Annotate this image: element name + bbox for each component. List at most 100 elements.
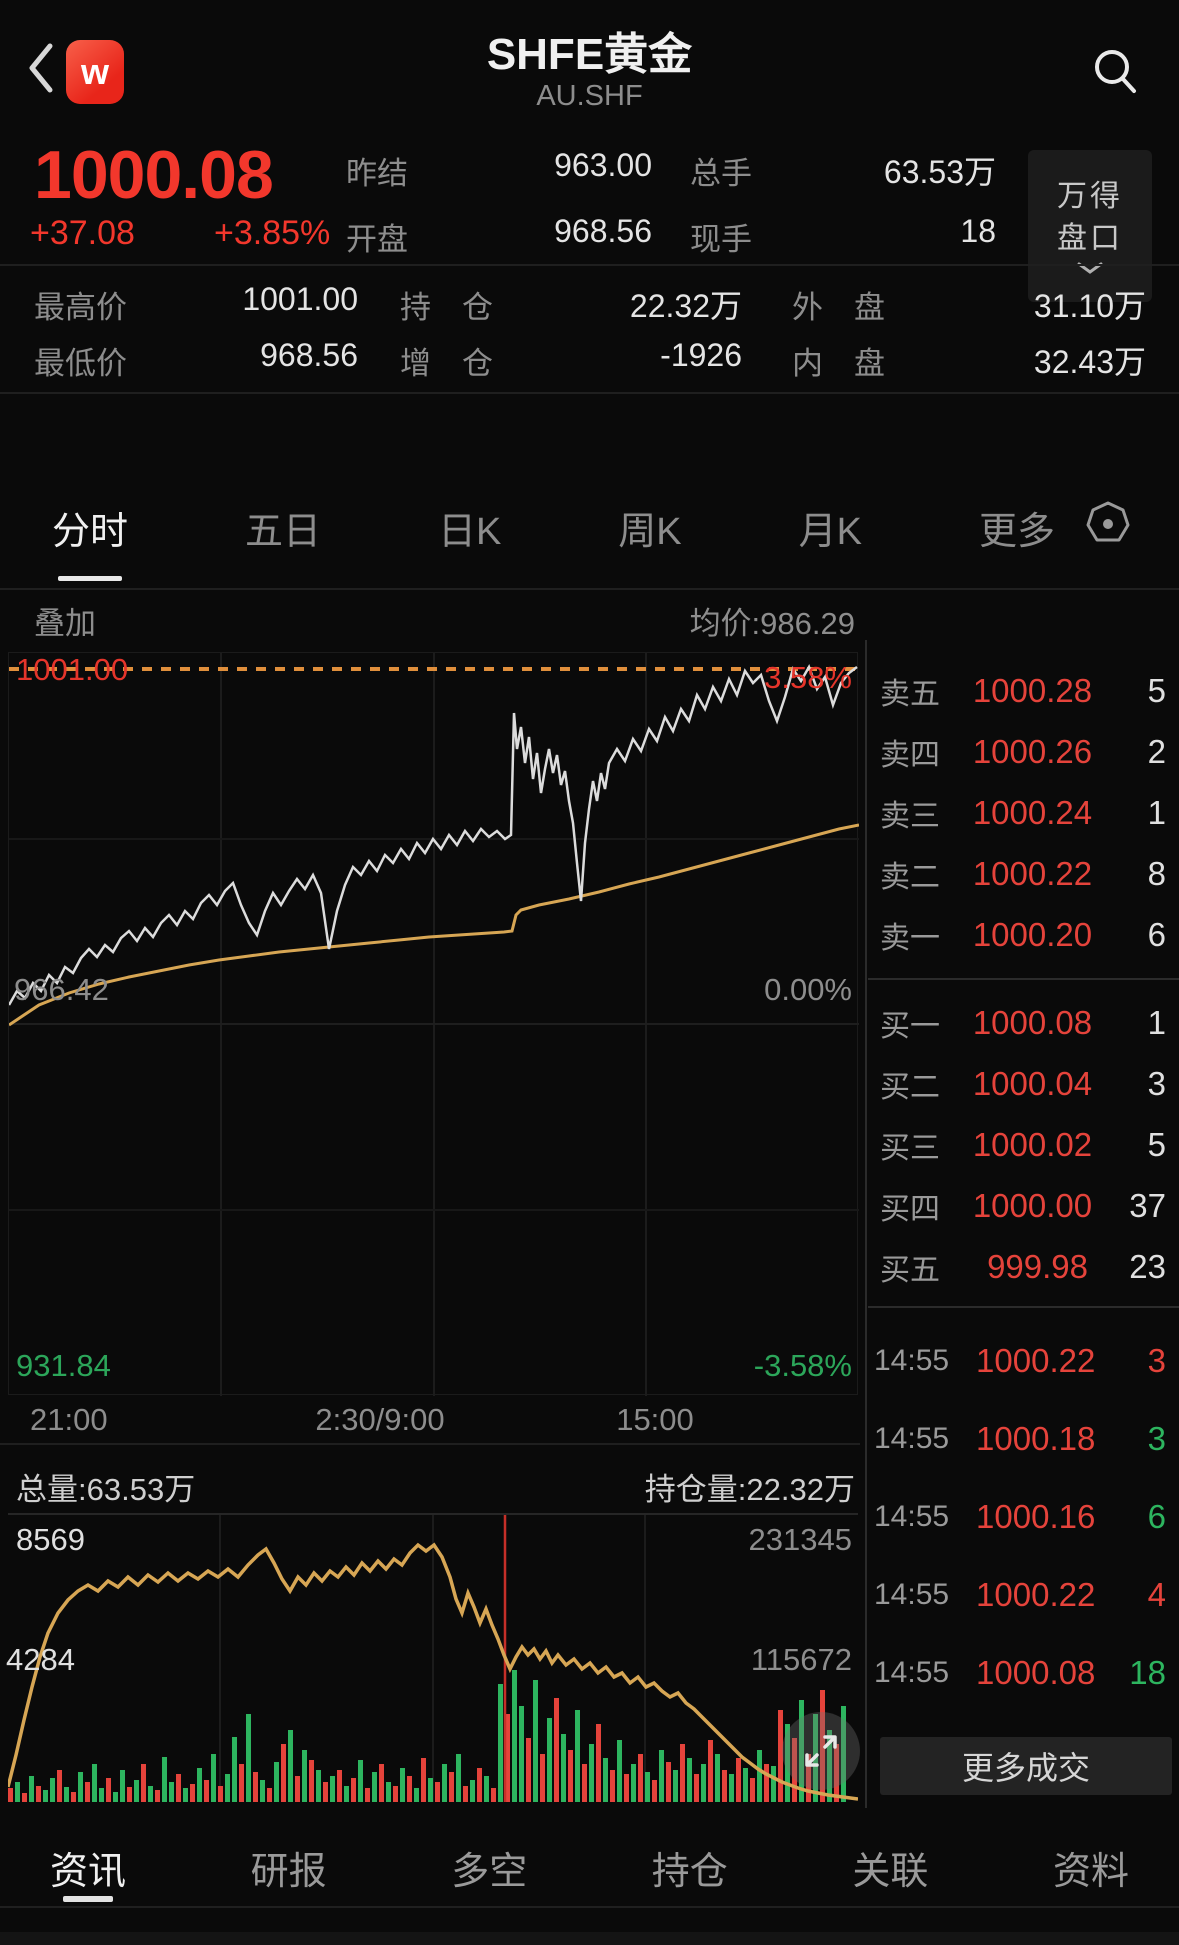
back-button[interactable] xyxy=(16,36,66,100)
tab-research[interactable]: 研报 xyxy=(250,1851,327,1893)
bid-row-2[interactable]: 买二 1000.04 3 xyxy=(880,1053,1166,1114)
divider xyxy=(0,588,1179,590)
price-change-pct: +3.85% xyxy=(214,214,331,252)
bid-row-3[interactable]: 买三 1000.02 5 xyxy=(880,1114,1166,1175)
bid-price: 1000.00 xyxy=(972,1186,1093,1224)
divider xyxy=(0,264,1179,266)
wind-logo-letter: w xyxy=(80,51,109,92)
bid-row-1[interactable]: 买一 1000.08 1 xyxy=(880,992,1166,1053)
divider xyxy=(0,392,1179,394)
search-button[interactable] xyxy=(1086,42,1144,100)
ask-row-2[interactable]: 卖二 1000.22 8 xyxy=(880,843,1166,904)
ask-row-4[interactable]: 卖四 1000.26 2 xyxy=(880,721,1166,782)
bid-level-label: 买五 xyxy=(880,1253,940,1287)
bid-volume: 37 xyxy=(1129,1186,1166,1224)
trade-row[interactable]: 14:55 1000.22 4 xyxy=(874,1556,1166,1634)
trade-price: 1000.16 xyxy=(976,1498,1096,1535)
chart-high-price-label: 1001.00 xyxy=(16,652,129,687)
total-volume-value: 63.53万 xyxy=(883,154,996,190)
tab-daily-k[interactable]: 日K xyxy=(437,511,502,553)
ask-level-label: 卖三 xyxy=(880,799,940,833)
trade-row[interactable]: 14:55 1000.16 6 xyxy=(874,1478,1166,1556)
divider xyxy=(0,1906,1179,1908)
ask-volume: 5 xyxy=(1147,671,1166,709)
open-interest-header: 持仓量:22.32万 xyxy=(644,1472,855,1507)
outer-disk-value: 31.10万 xyxy=(1033,288,1146,324)
chart-mid-pct-label: 0.00% xyxy=(764,972,852,1007)
trade-row[interactable]: 14:55 1000.18 3 xyxy=(874,1400,1166,1478)
instrument-code: AU.SHF xyxy=(536,80,643,112)
bid-level-label: 买一 xyxy=(880,1009,940,1043)
overlay-button[interactable]: 叠加 xyxy=(34,606,96,641)
trade-price: 1000.22 xyxy=(976,1342,1096,1379)
bid-row-5[interactable]: 买五 999.98 23 xyxy=(880,1236,1166,1297)
time-axis-label: 21:00 xyxy=(30,1402,108,1437)
trade-row[interactable]: 14:55 1000.22 3 xyxy=(874,1322,1166,1400)
ask-row-3[interactable]: 卖三 1000.24 1 xyxy=(880,782,1166,843)
oi-change-value: -1926 xyxy=(660,337,742,373)
trade-row[interactable]: 14:55 1000.08 18 xyxy=(874,1634,1166,1712)
trade-time: 14:55 xyxy=(874,1656,950,1689)
ask-row-1[interactable]: 卖一 1000.20 6 xyxy=(880,904,1166,965)
trade-volume: 4 xyxy=(1147,1576,1166,1613)
prev-settle-value: 963.00 xyxy=(554,147,652,183)
tab-positions[interactable]: 持仓 xyxy=(651,1851,728,1893)
panel-button-line2: 盘口 xyxy=(1057,222,1123,255)
open-interest-label: 持 仓 xyxy=(400,290,493,325)
ask-volume: 8 xyxy=(1147,854,1166,892)
ask-volume: 6 xyxy=(1147,915,1166,953)
more-trades-button[interactable]: 更多成交 xyxy=(880,1737,1172,1795)
bid-volume: 1 xyxy=(1147,1003,1166,1041)
volume-chart[interactable] xyxy=(6,1513,859,1802)
trade-time: 14:55 xyxy=(874,1422,950,1455)
panel-divider xyxy=(865,640,867,1808)
open-label: 开盘 xyxy=(346,222,408,257)
oi-scale-right-mid: 115672 xyxy=(750,1642,852,1677)
expand-chart-button[interactable] xyxy=(782,1712,860,1790)
tab-weekly-k[interactable]: 周K xyxy=(618,511,682,553)
minute-chart[interactable] xyxy=(7,652,860,1396)
search-icon xyxy=(1095,50,1136,93)
chart-settings-gear-icon[interactable] xyxy=(1083,498,1133,548)
ask-level-label: 卖四 xyxy=(880,738,940,772)
ask-row-5[interactable]: 卖五 1000.28 5 xyxy=(880,660,1166,721)
bid-row-4[interactable]: 买四 1000.00 37 xyxy=(880,1175,1166,1236)
expand-arrows-icon xyxy=(805,1735,837,1767)
ask-volume: 2 xyxy=(1147,732,1166,770)
bid-volume: 3 xyxy=(1147,1064,1166,1102)
tab-more[interactable]: 更多 xyxy=(978,511,1055,553)
tab-five-day[interactable]: 五日 xyxy=(244,511,321,553)
total-volume-label: 总手 xyxy=(690,156,752,191)
trade-time: 14:55 xyxy=(874,1344,950,1377)
volume-chart-canvas xyxy=(6,1515,859,1802)
ask-level-label: 卖一 xyxy=(880,921,940,955)
ask-volume: 1 xyxy=(1147,793,1166,831)
price-change: +37.08 xyxy=(30,214,135,252)
wind-order-panel-button[interactable]: 万得 盘口 xyxy=(1028,150,1152,302)
oi-change-label: 增 仓 xyxy=(400,346,493,381)
trade-price: 1000.18 xyxy=(976,1420,1096,1457)
bid-volume: 5 xyxy=(1147,1125,1166,1163)
tab-long-short[interactable]: 多空 xyxy=(451,1851,528,1893)
tab-minute[interactable]: 分时 xyxy=(52,500,128,581)
volume-scale-left-top: 8569 xyxy=(16,1522,85,1557)
inner-disk-label: 内 盘 xyxy=(792,346,885,381)
tab-related[interactable]: 关联 xyxy=(852,1851,929,1893)
wind-app-logo[interactable]: w xyxy=(66,40,124,104)
bid-level-label: 买二 xyxy=(880,1070,940,1104)
prev-settle-label: 昨结 xyxy=(346,156,408,191)
ask-level-label: 卖二 xyxy=(880,860,940,894)
tab-monthly-k[interactable]: 月K xyxy=(798,511,862,553)
ask-level-label: 卖五 xyxy=(880,677,940,711)
oi-scale-right-top: 231345 xyxy=(748,1522,852,1557)
back-chevron-icon xyxy=(29,43,53,93)
tab-profile[interactable]: 资料 xyxy=(1052,1851,1129,1893)
page-title: SHFE黄金 xyxy=(486,30,693,79)
open-interest-value: 22.32万 xyxy=(629,288,742,324)
tab-news[interactable]: 资讯 xyxy=(50,1832,126,1906)
chart-mid-price-label: 966.42 xyxy=(14,972,109,1007)
trade-volume: 18 xyxy=(1129,1654,1166,1691)
ask-price: 1000.28 xyxy=(972,671,1093,709)
content-area-top xyxy=(0,1932,1179,1945)
